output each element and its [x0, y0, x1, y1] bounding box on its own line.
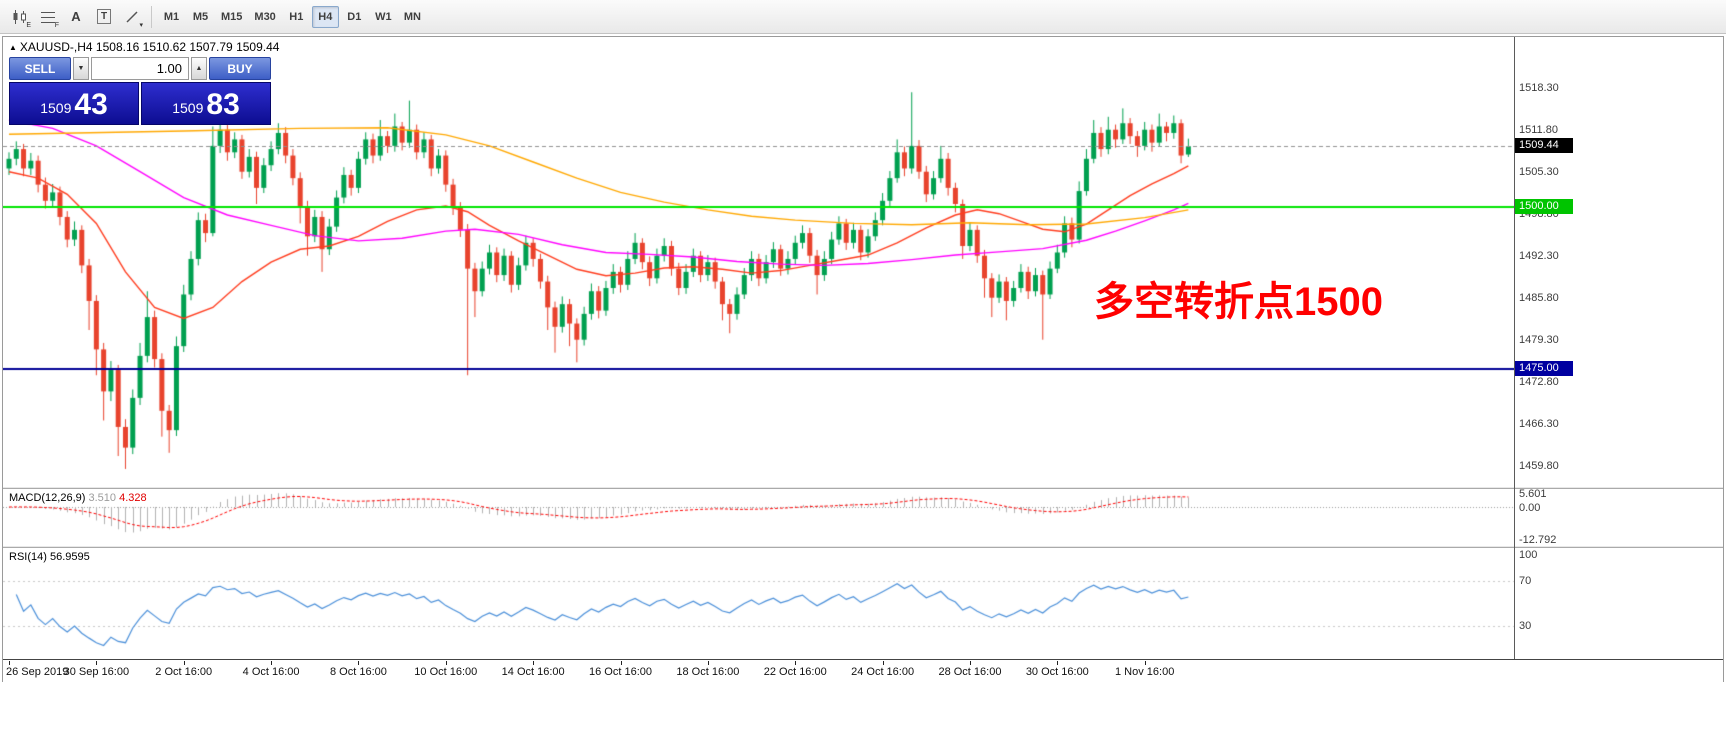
time-axis-tick: [271, 661, 273, 665]
time-axis-tick: [707, 661, 709, 665]
price-axis-label: 1466.30: [1519, 418, 1559, 430]
time-axis-label: 14 Oct 16:00: [501, 666, 565, 678]
time-axis-tick: [358, 661, 360, 665]
time-axis-tick: [1144, 661, 1146, 665]
hline-1500-tag: 1500.00: [1515, 199, 1573, 215]
toolbar-separator: [151, 5, 152, 28]
volume-input[interactable]: [91, 57, 189, 80]
macd-panel-separator[interactable]: [3, 487, 1723, 489]
time-axis-tick: [183, 661, 185, 665]
time-axis-label: 10 Oct 16:00: [414, 666, 478, 678]
timeframe-button-m30[interactable]: M30: [254, 10, 276, 23]
timeframe-button-m1[interactable]: M1: [163, 10, 180, 23]
timeframe-button-mn[interactable]: MN: [403, 10, 421, 23]
macd-label: MACD(12,26,9) 3.510 4.328: [9, 492, 147, 504]
timeframe-button-w1[interactable]: W1: [375, 10, 392, 23]
arrow-tool-icon[interactable]: A: [71, 9, 81, 24]
macd-scale-label: 0.00: [1519, 502, 1541, 514]
time-axis-label: 26 Sep 2019: [6, 666, 69, 678]
time-axis-label: 22 Oct 16:00: [763, 666, 827, 678]
price-axis-label: 1492.30: [1519, 250, 1559, 262]
ask-quote-panel: 1509 83: [141, 82, 271, 125]
one-click-quote-row: 1509 43 1509 83: [9, 82, 271, 125]
bid-price-pips: 43: [74, 88, 108, 121]
price-axis-label: 1518.30: [1519, 82, 1559, 94]
rsi-panel-canvas[interactable]: [3, 548, 1514, 659]
draw-tools-icon[interactable]: ▾: [119, 5, 145, 29]
bid-price-main: 1509: [40, 100, 72, 116]
candlestick-chart-icon[interactable]: E: [7, 5, 33, 29]
time-axis-tick: [1057, 661, 1059, 665]
ask-price-pips: 83: [206, 88, 240, 121]
time-axis-label: 4 Oct 16:00: [242, 666, 300, 678]
price-axis-label: 1472.80: [1519, 376, 1559, 388]
time-axis-tick: [533, 661, 535, 665]
price-axis-label: 1459.80: [1519, 460, 1559, 472]
macd-panel-canvas[interactable]: [3, 489, 1514, 546]
chart-grid-icon[interactable]: F: [35, 5, 61, 29]
macd-scale-label: -12.792: [1519, 533, 1557, 546]
symbol-marker-icon: ▲: [9, 43, 17, 52]
time-axis-label: 16 Oct 16:00: [589, 666, 653, 678]
time-axis-label: 1 Nov 16:00: [1115, 666, 1175, 678]
bid-quote-panel: 1509 43: [9, 82, 139, 125]
timeframe-button-h1[interactable]: H1: [289, 10, 304, 23]
time-axis[interactable]: 26 Sep 2019 30 Sep 16:00 2 Oct 16:00 4 Oct …: [3, 659, 1723, 683]
time-axis-tick: [96, 661, 98, 665]
chart-title-text: XAUUSD-,H4 1508.16 1510.62 1507.79 1509.…: [19, 40, 280, 54]
volume-increase-button[interactable]: ▲: [191, 57, 207, 80]
time-axis-label: 8 Oct 16:00: [330, 666, 387, 678]
price-axis-label: 1505.30: [1519, 166, 1559, 178]
time-axis-tick: [620, 661, 622, 665]
time-axis-label: 30 Sep 16:00: [63, 666, 130, 678]
rsi-panel-separator[interactable]: [3, 546, 1723, 548]
toolbar-icon-group: E F A T ▾: [6, 5, 146, 29]
price-axis-label: 1479.30: [1519, 334, 1559, 346]
time-axis-label: 18 Oct 16:00: [676, 666, 740, 678]
volume-decrease-button[interactable]: ▼: [73, 57, 89, 80]
rsi-label: RSI(14) 56.9595: [9, 551, 90, 563]
chart-annotation: 多空转折点1500: [1094, 280, 1383, 324]
time-axis-tick: [882, 661, 884, 665]
sell-button[interactable]: SELL: [9, 57, 71, 80]
rsi-scale-label: 70: [1519, 575, 1532, 588]
time-axis-label: 28 Oct 16:00: [938, 666, 1002, 678]
toolbar: E F A T ▾ M1 M5 M15 M30 H1 H4 D1 W1 MN: [0, 0, 1726, 34]
time-axis-label: 2 Oct 16:00: [155, 666, 213, 678]
chart-title: ▲ XAUUSD-,H4 1508.16 1510.62 1507.79 1509…: [9, 40, 279, 54]
time-axis-tick: [9, 661, 10, 665]
price-axis-label: 1511.80: [1519, 124, 1558, 136]
timeframe-button-m5[interactable]: M5: [192, 10, 209, 23]
macd-scale-label: 5.601: [1519, 487, 1547, 500]
time-axis-tick: [795, 661, 797, 665]
buy-button[interactable]: BUY: [209, 57, 271, 80]
timeframe-button-d1[interactable]: D1: [347, 10, 362, 23]
one-click-order-row: SELL ▼ ▲ BUY: [9, 57, 271, 80]
time-axis-tick: [445, 661, 447, 665]
rsi-scale-label: 100: [1519, 549, 1538, 561]
rsi-scale-label: 30: [1519, 619, 1532, 632]
time-axis-label: 24 Oct 16:00: [851, 666, 915, 678]
ask-price-main: 1509: [172, 100, 204, 116]
text-tool-icon[interactable]: T: [91, 5, 117, 29]
chart-window: 26 Sep 2019 30 Sep 16:00 2 Oct 16:00 4 Oct …: [2, 36, 1724, 683]
timeframe-button-h4[interactable]: H4: [311, 5, 339, 28]
time-axis-label: 30 Oct 16:00: [1025, 666, 1089, 678]
price-axis-separator: [1514, 37, 1515, 659]
timeframe-button-m15[interactable]: M15: [221, 10, 243, 23]
hline-1475-tag: 1475.00: [1515, 360, 1573, 376]
price-axis-label: 1485.80: [1519, 292, 1559, 304]
timeframe-group: M1 M5 M15 M30 H1 H4 D1 W1 MN: [157, 5, 427, 28]
time-axis-tick: [969, 661, 971, 665]
current-price-tag: 1509.44: [1515, 138, 1573, 154]
